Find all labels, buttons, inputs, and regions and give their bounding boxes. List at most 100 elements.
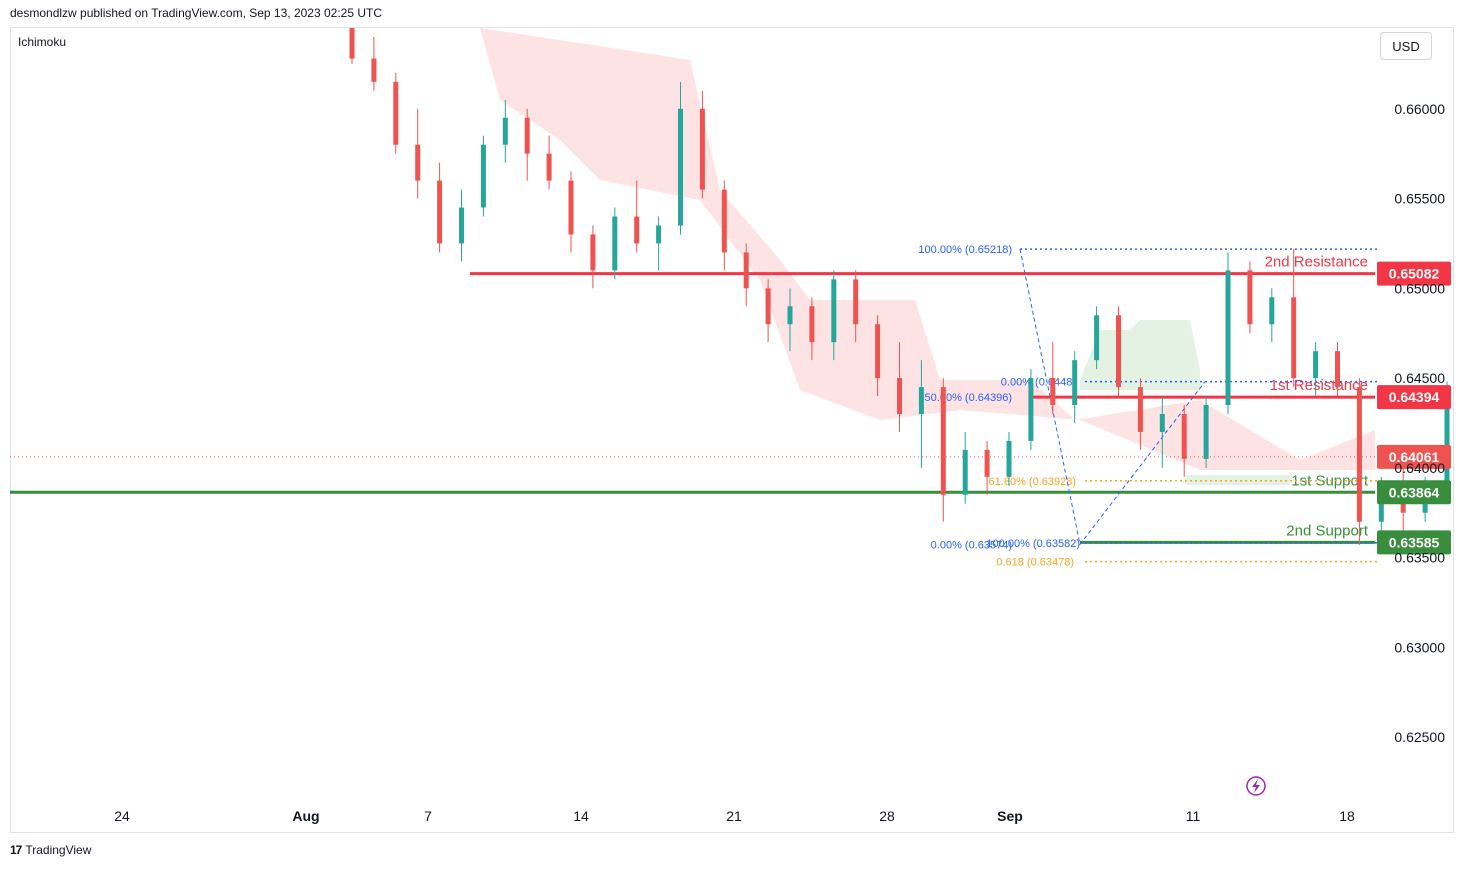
y-tick-label: 0.64500 [1394, 370, 1445, 386]
x-tick-label: 7 [424, 808, 432, 824]
candle-28 [962, 431, 968, 504]
candle-45 [1335, 342, 1340, 397]
candle-22 [831, 270, 837, 361]
candle-body [1247, 270, 1253, 325]
fib-label-4: 100.00% (0.63582) [986, 538, 1080, 550]
candle-26 [918, 360, 924, 468]
x-tick-label: 28 [879, 808, 895, 824]
candle-0 [349, 28, 355, 64]
candle-body [393, 81, 399, 145]
publisher-header: desmondlzw published on TradingView.com,… [10, 6, 383, 20]
y-tick-label: 0.63000 [1394, 639, 1445, 655]
candle-18 [743, 243, 749, 307]
candle-body [1050, 378, 1056, 406]
candle-7 [502, 99, 508, 163]
fib-label-2: 50.00% (0.64396) [925, 392, 1012, 404]
candle-4 [437, 162, 443, 253]
candle-23 [853, 270, 859, 343]
candle-21 [809, 297, 815, 361]
candle-8 [524, 108, 530, 181]
candle-body [1444, 396, 1450, 486]
candle-3 [415, 108, 421, 199]
candle-body [502, 117, 508, 145]
candle-body [1356, 387, 1362, 522]
candle-body [656, 225, 662, 244]
time-axis: 24 Aug 7 14 21 28 Sep 11 18 [114, 808, 1355, 824]
candle-43 [1291, 248, 1297, 388]
candle-body [678, 108, 683, 226]
candle-44 [1313, 342, 1319, 397]
x-tick-label: 11 [1186, 808, 1201, 824]
level-tag-3: 0.63864 [1389, 484, 1440, 500]
candle-34 [1094, 306, 1100, 370]
level-tag-bg-1 [1377, 261, 1451, 286]
currency-selector[interactable]: USD [1380, 32, 1432, 60]
candle-9 [546, 135, 552, 190]
candle-body [940, 387, 946, 495]
candle-body [743, 252, 749, 289]
candle-31 [1028, 369, 1034, 450]
x-tick-label: 14 [573, 808, 589, 824]
candle-11 [590, 225, 596, 289]
candle-body [1378, 494, 1384, 522]
candle-body [1116, 315, 1121, 388]
chart-frame [10, 27, 1454, 833]
fib-label-3: 61.80% (0.63928) [989, 476, 1076, 488]
fib-label-0: 100.00% (0.65218) [918, 244, 1012, 256]
candle-body [853, 279, 859, 325]
fibonacci-drawings: 100.00% (0.65218) 0.00% (0.6448) 50.00% (0… [918, 244, 1378, 569]
candle-body [721, 189, 727, 253]
candle-body [437, 180, 443, 244]
candle-body [546, 153, 552, 181]
candle-46 [1356, 378, 1362, 546]
candle-body [918, 387, 924, 414]
candle-6 [480, 135, 486, 217]
candle-38 [1181, 405, 1187, 477]
candle-33 [1072, 351, 1078, 423]
candle-13 [634, 180, 640, 253]
candle-body [349, 28, 355, 59]
candle-body [1159, 414, 1165, 432]
candle-body [1291, 297, 1297, 379]
candle-20 [787, 288, 793, 352]
candle-body [590, 234, 596, 271]
candle-40 [1225, 252, 1231, 414]
candle-10 [568, 171, 574, 253]
candle-body [480, 144, 486, 208]
candle-2 [393, 72, 399, 154]
level-tag-bg-4 [1377, 530, 1451, 555]
candle-36 [1137, 378, 1143, 450]
lightning-bolt-icon[interactable] [1246, 776, 1266, 796]
fib-label-1: 0.00% (0.6448) [1001, 377, 1076, 389]
y-tick-label: 0.65500 [1394, 191, 1445, 207]
level-tag-bg-2 [1377, 385, 1451, 410]
level-tag-2: 0.64394 [1389, 389, 1440, 405]
candle-body [787, 306, 793, 325]
tradingview-logo-icon: 17 [10, 843, 22, 857]
candle-body [699, 108, 705, 190]
footer-brand: TradingView [25, 843, 92, 857]
y-tick-label: 0.66000 [1394, 101, 1445, 117]
x-tick-label: 21 [726, 808, 742, 824]
candle-body [524, 117, 530, 154]
candle-17 [721, 180, 727, 271]
candle-body [371, 58, 377, 82]
ichimoku-cloud-bullish [1080, 320, 1200, 390]
candle-37 [1159, 396, 1165, 468]
candle-30 [1006, 431, 1012, 486]
level-label-2: 1st Resistance [1270, 377, 1368, 394]
candle-body [612, 216, 618, 271]
indicator-legend-ichimoku[interactable]: Ichimoku [18, 35, 67, 49]
ichimoku-cloud-bullish-2 [1185, 475, 1290, 485]
level-label-1: 2nd Resistance [1265, 254, 1368, 271]
candle-25 [897, 342, 902, 432]
candle-body [984, 449, 990, 477]
last-price-tag-bg [1377, 444, 1451, 469]
tradingview-footer[interactable]: 17 TradingView [10, 843, 91, 857]
candle-body [1335, 351, 1340, 388]
level-tag-bg-3 [1377, 480, 1451, 505]
candle-body [1225, 270, 1231, 406]
candle-body [1006, 440, 1012, 477]
candle-body [459, 207, 464, 244]
